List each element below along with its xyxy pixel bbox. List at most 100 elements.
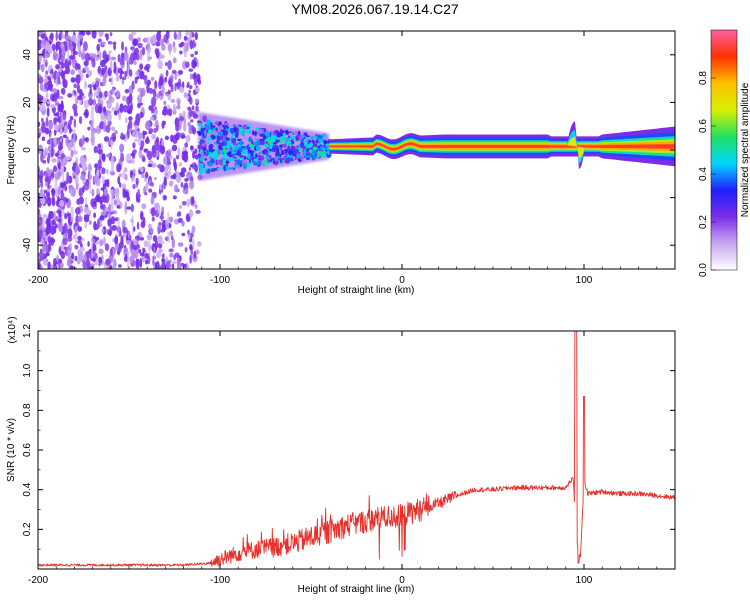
spectrogram-speckle — [81, 147, 86, 151]
spectrogram-speckle — [53, 165, 58, 172]
spectrogram-speckle — [101, 153, 106, 161]
spectrogram-speckle — [170, 235, 174, 241]
spectrogram-speckle — [120, 132, 124, 138]
spectrogram-speckle — [281, 133, 287, 137]
spectrogram-speckle — [257, 128, 263, 134]
spectrogram-speckle — [77, 235, 82, 241]
spectrogram-speckle — [84, 80, 87, 90]
spectrogram-speckle — [105, 124, 111, 133]
spectrogram-speckle — [61, 46, 66, 57]
spectrogram-speckle — [192, 151, 196, 159]
spectrogram-streak — [183, 41, 187, 58]
spectrogram-speckle — [122, 107, 129, 111]
spectrogram-speckle — [132, 130, 136, 138]
spectrogram-speckle — [163, 100, 167, 105]
spectrogram-speckle — [178, 69, 183, 75]
spectrogram-speckle — [136, 221, 140, 230]
spectrogram-speckle — [98, 256, 103, 265]
spectrogram-speckle — [108, 230, 112, 237]
spectrogram-speckle — [262, 135, 267, 140]
spectrogram-speckle — [125, 191, 130, 198]
spectrogram-speckle — [240, 146, 243, 153]
spectrogram-speckle — [263, 143, 269, 148]
spectrogram-speckle — [118, 173, 123, 177]
spectrogram-speckle — [97, 218, 100, 229]
spectrogram-speckle — [101, 167, 106, 175]
spectrogram-speckle — [181, 232, 186, 237]
spectrogram-speckle — [77, 240, 82, 244]
spectrogram-speckle — [157, 204, 161, 214]
spectrogram-speckle — [80, 173, 86, 181]
spectrogram-speckle — [76, 63, 81, 70]
spectrogram-speckle — [171, 69, 177, 75]
spectrogram-speckle — [213, 168, 218, 171]
spectrogram-speckle — [184, 142, 189, 148]
spectrogram-speckle — [309, 142, 313, 148]
spectrogram-speckle — [175, 174, 182, 184]
spectrogram-speckle — [110, 56, 117, 61]
spectrogram-streak — [153, 246, 155, 269]
snr-ytick-label: 1.0 — [22, 363, 33, 377]
spectrogram-speckle — [264, 130, 271, 137]
spectrogram-speckle — [119, 240, 124, 249]
spectrogram-speckle — [249, 150, 255, 154]
spectrogram-streak — [147, 36, 150, 62]
spectrogram-speckle — [106, 112, 112, 122]
spectrogram-speckle — [157, 227, 161, 235]
spectrogram-speckle — [83, 112, 89, 116]
spectrogram-speckle — [74, 244, 79, 250]
spectrogram-speckle — [51, 88, 58, 94]
spectrogram-speckle — [127, 230, 131, 239]
snr-xlabel: Height of straight line (km) — [298, 584, 415, 595]
spectrogram-speckle — [216, 139, 221, 145]
spectrogram-speckle — [280, 159, 283, 164]
spectrogram-streak — [74, 226, 78, 244]
snr-series-line — [38, 331, 675, 567]
spectrogram-speckle — [191, 105, 195, 111]
spectrogram-speckle — [38, 229, 43, 239]
spectrogram-speckle — [200, 167, 204, 173]
spectrogram-speckle — [185, 134, 191, 143]
spectrogram-speckle — [136, 102, 141, 109]
spectrogram-speckle — [173, 254, 176, 261]
spectrogram-streak — [73, 129, 76, 154]
spectrogram-speckle — [122, 171, 126, 180]
spectrogram-speckle — [232, 156, 238, 159]
spectrogram-speckle — [170, 174, 175, 180]
spectrogram-speckle — [188, 167, 192, 171]
spectrogram-speckle — [136, 75, 140, 80]
spectrogram-speckle — [139, 252, 145, 257]
spectrogram-speckle — [74, 255, 78, 262]
spectrogram-speckle — [87, 241, 90, 247]
spectrogram-speckle — [69, 115, 74, 121]
spectrogram-speckle — [269, 143, 273, 150]
spectrogram-speckle — [172, 260, 177, 265]
spectrogram-speckle — [93, 201, 97, 205]
spectrogram-speckle — [196, 241, 202, 247]
spectrogram-speckle — [128, 116, 133, 121]
spectrogram-speckle — [73, 36, 78, 43]
spectrogram-speckle — [39, 256, 43, 261]
spectrogram-speckle — [72, 171, 77, 177]
spectrogram-speckle — [222, 153, 228, 159]
spectrogram-streak — [91, 233, 94, 259]
spectrogram-speckle — [69, 265, 75, 269]
spectrogram-speckle — [273, 130, 280, 134]
spectrogram-speckle — [255, 153, 258, 160]
spectrogram-speckle — [232, 124, 236, 127]
spectrogram-speckle — [223, 165, 226, 172]
spectrogram-speckle — [190, 249, 194, 255]
spectrogram-speckle — [104, 115, 107, 120]
spectrogram-streak — [60, 112, 64, 124]
spectrogram-speckle — [58, 161, 61, 171]
spectrogram-speckle — [103, 236, 106, 246]
spectrogram-speckle — [45, 252, 50, 257]
spectrogram-speckle — [122, 188, 126, 199]
spectrogram-speckle — [263, 159, 269, 166]
spectrogram-speckle — [191, 196, 195, 205]
spectrogram-speckle — [81, 162, 88, 171]
spectrogram-speckle — [57, 102, 61, 113]
spectrogram-speckle — [114, 210, 117, 215]
spectrogram-speckle — [59, 127, 63, 136]
spectrogram-speckle — [189, 254, 192, 264]
